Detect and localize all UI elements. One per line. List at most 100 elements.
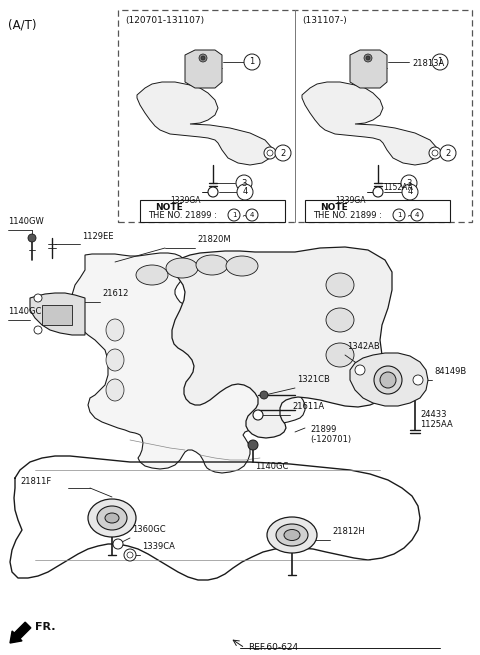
Text: (120701-131107): (120701-131107) bbox=[125, 16, 204, 25]
Circle shape bbox=[28, 234, 36, 242]
Text: 1152AA: 1152AA bbox=[383, 183, 413, 192]
Circle shape bbox=[432, 150, 438, 156]
Text: 21812H: 21812H bbox=[332, 527, 365, 536]
Circle shape bbox=[127, 552, 133, 558]
Text: ~: ~ bbox=[406, 212, 413, 221]
Polygon shape bbox=[30, 293, 85, 335]
Polygon shape bbox=[350, 353, 428, 406]
Ellipse shape bbox=[105, 513, 119, 523]
Circle shape bbox=[355, 365, 365, 375]
Text: 1140GC: 1140GC bbox=[8, 307, 41, 316]
Text: THE NO. 21899 :: THE NO. 21899 : bbox=[148, 211, 219, 220]
Text: (A/T): (A/T) bbox=[8, 18, 36, 31]
Text: 1321CB: 1321CB bbox=[297, 375, 330, 384]
Text: NOTE: NOTE bbox=[320, 203, 348, 212]
Ellipse shape bbox=[326, 343, 354, 367]
Circle shape bbox=[244, 54, 260, 70]
Circle shape bbox=[208, 187, 218, 197]
Ellipse shape bbox=[106, 379, 124, 401]
Circle shape bbox=[201, 56, 205, 60]
Text: 84149B: 84149B bbox=[434, 367, 466, 376]
Circle shape bbox=[366, 56, 370, 60]
Polygon shape bbox=[350, 50, 387, 88]
Circle shape bbox=[260, 391, 268, 399]
Circle shape bbox=[402, 184, 418, 200]
Circle shape bbox=[429, 147, 441, 159]
Circle shape bbox=[393, 209, 405, 221]
Circle shape bbox=[275, 145, 291, 161]
Text: 1: 1 bbox=[250, 58, 254, 67]
Text: 1: 1 bbox=[232, 212, 236, 218]
Ellipse shape bbox=[276, 524, 308, 546]
Text: 3: 3 bbox=[406, 179, 412, 187]
Circle shape bbox=[373, 187, 383, 197]
Circle shape bbox=[380, 372, 396, 388]
Circle shape bbox=[34, 294, 42, 302]
Circle shape bbox=[237, 184, 253, 200]
Circle shape bbox=[432, 54, 448, 70]
Circle shape bbox=[264, 147, 276, 159]
Text: THE NO. 21899 :: THE NO. 21899 : bbox=[313, 211, 384, 220]
Text: 1339GA: 1339GA bbox=[335, 196, 365, 205]
Circle shape bbox=[34, 326, 42, 334]
Ellipse shape bbox=[106, 349, 124, 371]
Circle shape bbox=[253, 410, 263, 420]
Circle shape bbox=[199, 54, 207, 62]
Circle shape bbox=[228, 209, 240, 221]
Text: 1140GC: 1140GC bbox=[255, 462, 288, 471]
Text: 21813A: 21813A bbox=[412, 59, 444, 68]
Text: (131107-): (131107-) bbox=[302, 16, 347, 25]
Text: NOTE: NOTE bbox=[155, 203, 183, 212]
Text: 4: 4 bbox=[415, 212, 419, 218]
Ellipse shape bbox=[284, 529, 300, 540]
Ellipse shape bbox=[196, 255, 228, 275]
Text: 21611A: 21611A bbox=[292, 402, 324, 411]
Text: 4: 4 bbox=[250, 212, 254, 218]
Circle shape bbox=[411, 209, 423, 221]
Text: 2: 2 bbox=[280, 149, 286, 157]
Text: 1339CA: 1339CA bbox=[142, 542, 175, 551]
Ellipse shape bbox=[106, 319, 124, 341]
FancyArrow shape bbox=[10, 622, 31, 643]
FancyBboxPatch shape bbox=[305, 200, 450, 222]
Text: 21612: 21612 bbox=[102, 289, 128, 298]
Text: REF.60-624: REF.60-624 bbox=[248, 643, 298, 652]
Polygon shape bbox=[185, 50, 222, 88]
Text: 1342AB: 1342AB bbox=[347, 342, 380, 351]
Circle shape bbox=[248, 440, 258, 450]
Circle shape bbox=[246, 209, 258, 221]
FancyBboxPatch shape bbox=[118, 10, 472, 222]
Circle shape bbox=[401, 175, 417, 191]
Ellipse shape bbox=[326, 308, 354, 332]
Text: 4: 4 bbox=[408, 187, 413, 196]
Text: 2: 2 bbox=[445, 149, 451, 157]
Text: 3: 3 bbox=[241, 179, 247, 187]
Text: 21811F: 21811F bbox=[20, 477, 51, 486]
Text: 1: 1 bbox=[397, 212, 401, 218]
Text: 1140GW: 1140GW bbox=[8, 217, 44, 226]
Ellipse shape bbox=[326, 273, 354, 297]
Ellipse shape bbox=[226, 256, 258, 276]
Text: 4: 4 bbox=[242, 187, 248, 196]
FancyBboxPatch shape bbox=[140, 200, 285, 222]
Circle shape bbox=[113, 539, 123, 549]
Polygon shape bbox=[302, 82, 437, 165]
Text: ~: ~ bbox=[241, 212, 249, 221]
Polygon shape bbox=[172, 247, 392, 438]
Text: 1129EE: 1129EE bbox=[82, 232, 113, 241]
Text: 1339GA: 1339GA bbox=[170, 196, 201, 205]
Text: FR.: FR. bbox=[35, 622, 56, 632]
Text: 1360GC: 1360GC bbox=[132, 525, 166, 534]
Circle shape bbox=[124, 549, 136, 561]
Text: 24433
1125AA: 24433 1125AA bbox=[420, 410, 453, 430]
Text: 21820M: 21820M bbox=[197, 235, 230, 244]
Text: 21899
(-120701): 21899 (-120701) bbox=[310, 425, 351, 444]
Circle shape bbox=[364, 54, 372, 62]
Polygon shape bbox=[72, 253, 305, 473]
Circle shape bbox=[267, 150, 273, 156]
Circle shape bbox=[440, 145, 456, 161]
Ellipse shape bbox=[166, 258, 198, 278]
Ellipse shape bbox=[88, 499, 136, 537]
Text: 1: 1 bbox=[437, 58, 443, 67]
Polygon shape bbox=[137, 82, 272, 165]
